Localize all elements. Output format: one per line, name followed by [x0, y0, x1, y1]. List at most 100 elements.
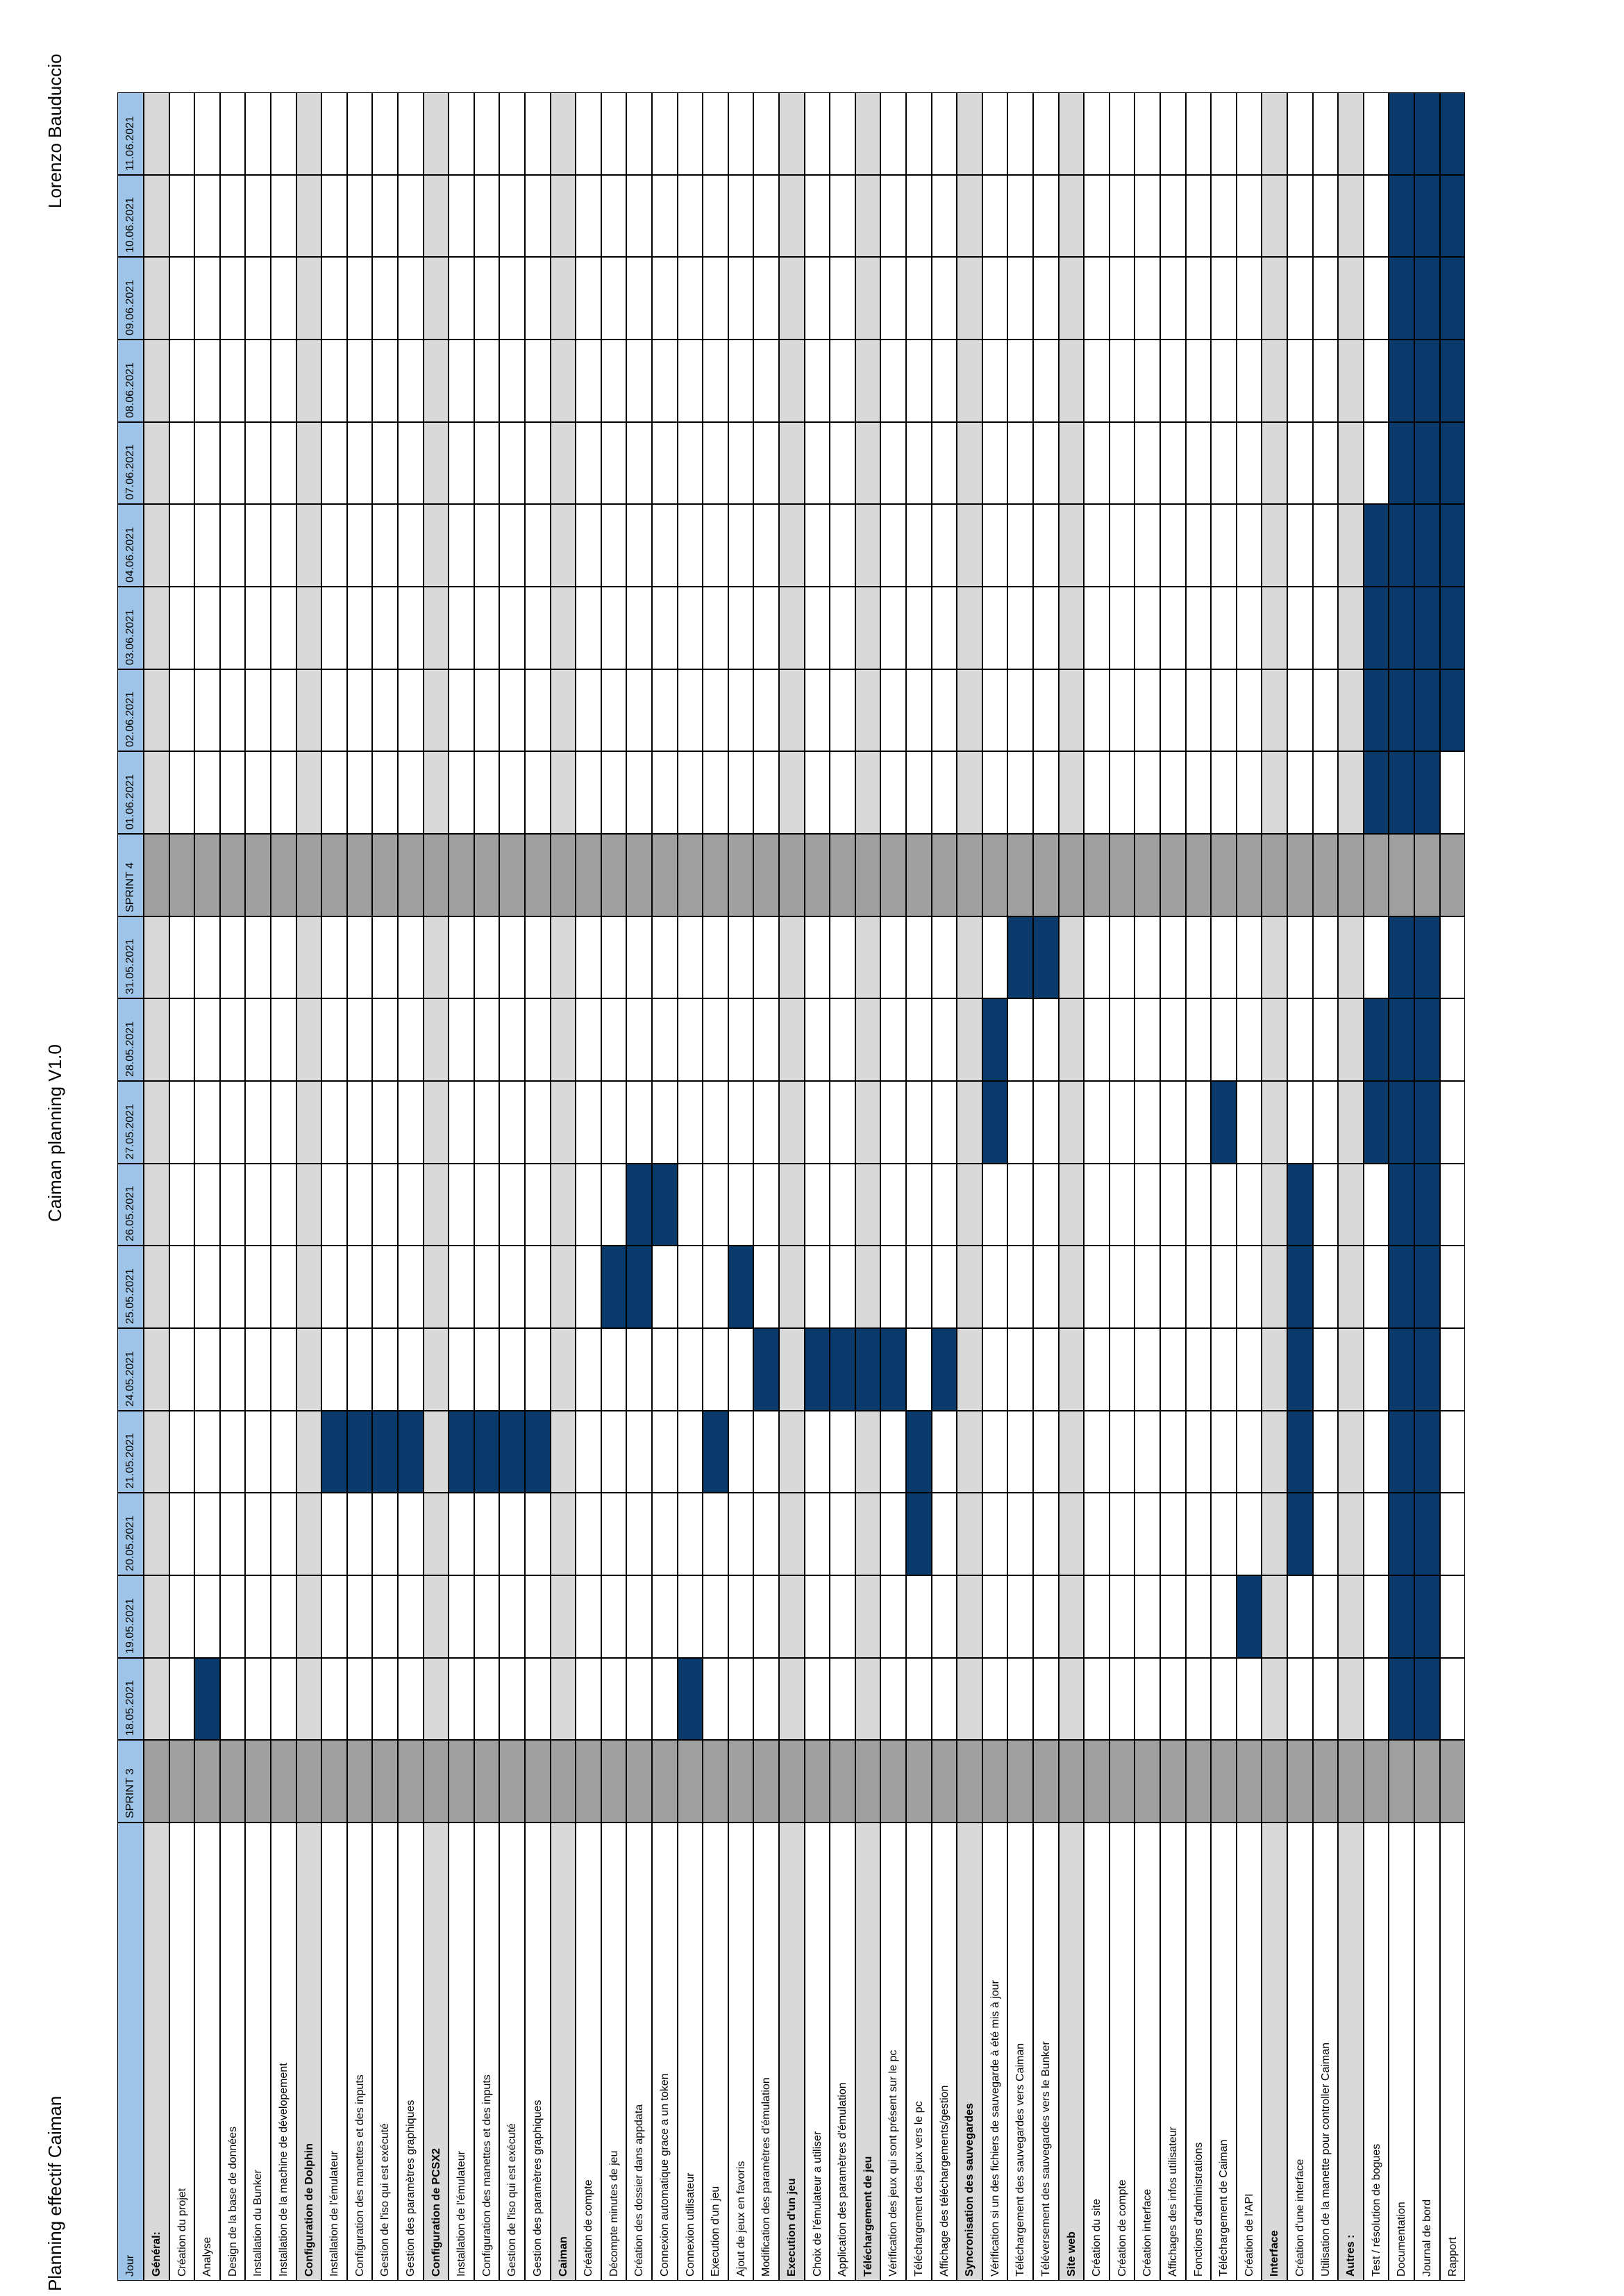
gantt-cell	[525, 669, 551, 752]
gantt-cell	[880, 1081, 906, 1164]
gantt-cell	[906, 1493, 932, 1575]
gantt-cell	[1211, 998, 1237, 1081]
gantt-cell	[398, 1163, 424, 1246]
gantt-cell	[626, 340, 652, 422]
gantt-cell	[1058, 421, 1085, 505]
gantt-cell	[1312, 1163, 1339, 1246]
gantt-cell	[1160, 1575, 1186, 1658]
gantt-cell	[1236, 174, 1262, 258]
gantt-cell	[449, 751, 474, 834]
task-label: Modification des paramètres d'émulation	[760, 2077, 773, 2277]
gantt-cell	[194, 1081, 220, 1164]
gantt-cell	[1058, 1493, 1085, 1575]
task-label-cell	[1109, 1822, 1135, 2281]
gantt-cell	[550, 1163, 576, 1246]
gantt-cell	[1211, 421, 1237, 505]
gantt-cell	[931, 1246, 957, 1328]
gantt-cell	[855, 1163, 881, 1246]
gantt-cell	[423, 504, 449, 587]
gantt-cell	[601, 834, 627, 916]
gantt-cell	[372, 1328, 398, 1411]
gantt-cell	[474, 1246, 500, 1328]
author-name: Lorenzo Bauduccio	[44, 53, 65, 208]
gantt-cell	[1312, 1740, 1339, 1822]
gantt-cell	[728, 1740, 754, 1822]
task-label: Configuration des manettes et des inputs	[480, 2075, 493, 2277]
gantt-cell	[219, 340, 246, 422]
gantt-cell	[1262, 1493, 1287, 1575]
gantt-cell	[144, 1575, 169, 1658]
task-label-cell	[1389, 1822, 1414, 2281]
gantt-cell	[1135, 1328, 1160, 1411]
gantt-cell	[550, 1657, 576, 1741]
gantt-cell	[1135, 1163, 1160, 1246]
section-label: Site web	[1065, 2231, 1078, 2277]
task-label-cell	[398, 1822, 424, 2281]
gantt-cell	[1287, 587, 1313, 669]
date-header-label: 28.05.2021	[124, 1021, 136, 1077]
gantt-cell	[525, 587, 551, 669]
gantt-cell	[245, 340, 271, 422]
gantt-cell	[931, 340, 957, 422]
gantt-cell	[576, 1493, 601, 1575]
gantt-cell	[1338, 1328, 1364, 1411]
gantt-cell	[271, 340, 296, 422]
gantt-cell	[1363, 1246, 1389, 1328]
gantt-cell	[1414, 1410, 1440, 1493]
gantt-cell	[296, 504, 322, 587]
gantt-cell	[880, 834, 906, 916]
gantt-cell	[957, 1410, 982, 1493]
gantt-cell	[1363, 751, 1389, 834]
gantt-cell	[525, 421, 551, 505]
gantt-cell	[346, 669, 373, 752]
gantt-cell	[677, 1410, 703, 1493]
gantt-cell	[449, 1493, 474, 1575]
gantt-cell	[1262, 998, 1287, 1081]
gantt-cell	[1312, 1575, 1339, 1658]
gantt-cell	[449, 1163, 474, 1246]
gantt-cell	[296, 587, 322, 669]
gantt-cell	[423, 257, 449, 340]
gantt-cell	[1211, 92, 1237, 175]
gantt-cell	[1389, 92, 1414, 175]
gantt-cell	[1084, 504, 1110, 587]
gantt-cell	[804, 1740, 830, 1822]
gantt-cell	[1236, 1657, 1262, 1741]
gantt-cell	[550, 421, 576, 505]
gantt-cell	[753, 257, 779, 340]
gantt-cell	[245, 1163, 271, 1246]
gantt-cell	[423, 998, 449, 1081]
gantt-cell	[1439, 1740, 1466, 1822]
gantt-cell	[525, 257, 551, 340]
gantt-cell	[779, 1493, 805, 1575]
gantt-cell	[931, 1493, 957, 1575]
gantt-cell	[1185, 504, 1212, 587]
gantt-cell	[525, 916, 551, 999]
gantt-cell	[474, 421, 500, 505]
gantt-cell	[703, 1740, 728, 1822]
gantt-cell	[652, 92, 678, 175]
gantt-cell	[1185, 1328, 1212, 1411]
section-label: Configuration de Dolphin	[303, 2143, 315, 2277]
gantt-cell	[906, 1740, 932, 1822]
section-label-cell	[957, 1822, 982, 2281]
gantt-cell	[728, 92, 754, 175]
gantt-cell	[144, 340, 169, 422]
gantt-cell	[1363, 1657, 1389, 1741]
gantt-cell	[1185, 834, 1212, 916]
gantt-cell	[576, 1575, 601, 1658]
gantt-cell	[550, 257, 576, 340]
gantt-cell	[1211, 1328, 1237, 1411]
task-label: Affichages des infos utilisateur	[1167, 2127, 1179, 2277]
gantt-cell	[1058, 834, 1085, 916]
gantt-cell	[398, 1657, 424, 1741]
gantt-cell	[1312, 257, 1339, 340]
gantt-cell	[753, 1575, 779, 1658]
gantt-cell	[1287, 1657, 1313, 1741]
gantt-cell	[525, 504, 551, 587]
gantt-cell	[1262, 1081, 1287, 1164]
gantt-cell	[779, 1657, 805, 1741]
gantt-cell	[245, 916, 271, 999]
task-label: Analyse	[201, 2237, 214, 2277]
gantt-cell	[1135, 1246, 1160, 1328]
